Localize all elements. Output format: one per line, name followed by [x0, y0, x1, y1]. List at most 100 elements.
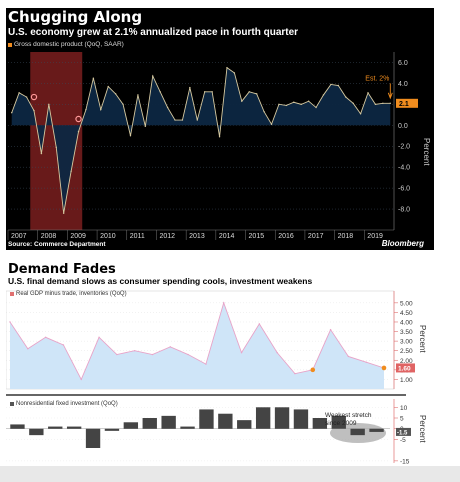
gdp-area [11, 67, 391, 214]
y-tick-label: -8.0 [398, 207, 410, 214]
x-tick-label: 2010 [100, 233, 116, 240]
chart-subtitle-2: U.S. final demand slows as consumer spen… [8, 276, 313, 286]
x-tick-label: 2016 [278, 233, 294, 240]
bloomberg-logo: Bloomberg [381, 239, 424, 248]
demand-point [27, 348, 29, 350]
demand-point [365, 361, 367, 363]
gdp-chart: 6.04.02.00.0-2.0-4.0-6.0-8.0200720082009… [7, 52, 431, 240]
demand-point [258, 323, 261, 325]
value-badge-label: 2.1 [399, 101, 409, 108]
investment-bar [350, 428, 365, 436]
value-badge [396, 363, 415, 373]
gdp-point [285, 104, 288, 107]
y-tick-label: 2.00 [400, 358, 413, 365]
gdp-point [77, 130, 80, 133]
gdp-point [85, 108, 87, 111]
demand-point [62, 344, 65, 346]
x-tick-label: 2019 [367, 233, 383, 240]
legend-2: Real GDP minus trade, inventories (QoQ) [10, 291, 127, 297]
weakest-stretch-annotation: Weakest stretch since 2009 [325, 412, 372, 427]
value-badge-label: -1.5 [397, 430, 408, 436]
gdp-point [189, 86, 191, 89]
gdp-point [345, 96, 347, 98]
y-tick-label: 4.0 [398, 81, 408, 88]
demand-line [9, 301, 385, 381]
demand-point [98, 336, 100, 338]
demand-point [347, 355, 350, 358]
gdp-point [114, 93, 117, 95]
x-tick-label: 2013 [189, 233, 205, 240]
gdp-point [181, 119, 184, 121]
demand-point [116, 353, 118, 356]
y-tick-label: -6.0 [398, 186, 410, 193]
gdp-line [11, 66, 391, 214]
value-badge [396, 98, 418, 108]
y-tick-label: 6.0 [398, 60, 408, 67]
gdp-point [293, 101, 295, 103]
x-tick-label: 2012 [159, 233, 175, 240]
gdp-point [174, 119, 176, 121]
estimate-arrow [387, 83, 393, 100]
gdp-point [40, 152, 43, 155]
investment-bar [331, 415, 346, 429]
investment-bar [142, 418, 157, 429]
legend: Gross domestic product (QoQ, SAAR) [8, 41, 124, 48]
investment-bar [161, 415, 176, 429]
demand-point [133, 350, 136, 352]
y-tick-label: 10 [400, 405, 408, 412]
last-point [381, 365, 387, 371]
footer-strip [0, 466, 460, 482]
gdp-point [241, 100, 243, 102]
gdp-point [322, 94, 325, 96]
demand-point [294, 372, 296, 375]
gdp-point [129, 135, 132, 137]
legend-label-3: Nonresidential fixed investment (QoQ) [16, 401, 118, 407]
gdp-point [196, 119, 198, 121]
recession-end-marker [75, 115, 82, 123]
gdp-point [70, 170, 72, 173]
gdp-point [226, 67, 228, 69]
x-tick-label: 2008 [41, 233, 57, 240]
gdp-point [315, 106, 317, 109]
gdp-point [233, 72, 236, 74]
y-tick-label: 4.50 [400, 310, 413, 317]
investment-bar [85, 428, 101, 448]
gdp-point [166, 106, 169, 109]
investment-bar [293, 409, 309, 429]
x-tick-label: 2011 [130, 233, 145, 240]
legend-label: Gross domestic product (QoQ, SAAR) [14, 41, 124, 48]
gdp-point [300, 103, 302, 106]
chart-subtitle: U.S. economy grew at 2.1% annualized pac… [8, 27, 299, 38]
gdp-point [25, 96, 28, 98]
y-axis-label: Percent [418, 325, 427, 353]
investment-bar [48, 426, 63, 429]
y-axis-label: Percent [422, 138, 431, 166]
gdp-point [48, 103, 50, 106]
gdp-point [352, 102, 354, 105]
gdp-point [92, 77, 95, 79]
gdp-point [152, 75, 154, 77]
demand-point [223, 302, 225, 304]
legend-swatch-3 [10, 402, 14, 406]
value-badge [396, 427, 411, 436]
demand-chart: 5.004.504.003.503.002.502.001.501.001.60… [6, 290, 427, 465]
investment-bar [104, 428, 120, 431]
gdp-point [330, 83, 332, 86]
investment-bar [312, 418, 328, 429]
demand-point [169, 346, 171, 348]
investment-bar [180, 426, 195, 429]
legend-3: Nonresidential fixed investment (QoQ) [10, 401, 118, 407]
gdp-point [389, 102, 391, 105]
investment-bar [29, 428, 44, 436]
gdp-point [374, 103, 377, 106]
gdp-point [159, 91, 161, 93]
investment-bar [255, 407, 271, 429]
demand-point [276, 351, 278, 354]
demand-point [9, 321, 11, 323]
gdp-point [337, 84, 340, 87]
x-tick-label: 2018 [338, 233, 354, 240]
source-note: Source: Commerce Department [8, 241, 106, 248]
y-tick-label: 5.00 [400, 300, 413, 307]
gdp-point [33, 109, 35, 112]
gdp-point [144, 125, 147, 128]
